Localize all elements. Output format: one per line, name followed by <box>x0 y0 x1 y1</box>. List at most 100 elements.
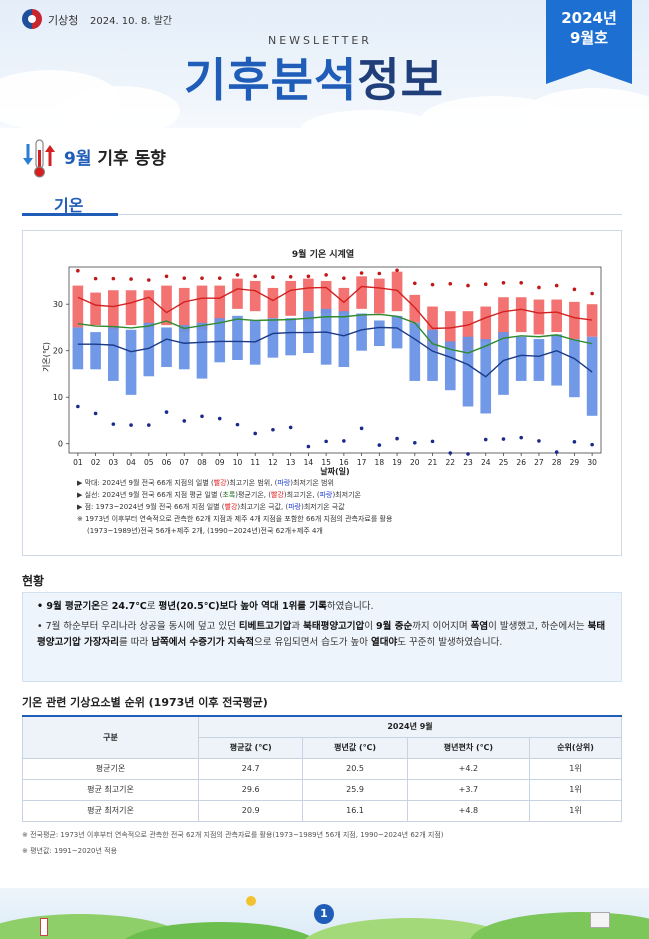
divider <box>22 214 622 215</box>
max-extreme-point <box>554 283 559 288</box>
max-extreme-point <box>253 274 257 279</box>
max-extreme-point <box>76 268 80 273</box>
table-cell: 1위 <box>529 757 622 780</box>
max-range-bar <box>178 287 190 333</box>
x-tick-label: 26 <box>516 458 526 467</box>
min-range-bar <box>161 327 172 367</box>
x-tick-label: 16 <box>339 458 349 467</box>
ribbon-year: 2024년 <box>561 9 617 27</box>
max-range-bar <box>90 292 101 326</box>
column-header: 평균값 (℃) <box>197 736 304 759</box>
x-tick-label: 15 <box>321 458 331 467</box>
x-tick-label: 28 <box>552 458 562 467</box>
max-range-bar <box>569 301 580 340</box>
max-extreme-point <box>182 276 187 280</box>
min-extreme-point <box>483 437 488 442</box>
x-tick-label: 06 <box>162 458 172 467</box>
x-tick-label: 24 <box>481 458 491 467</box>
y-tick-label: 10 <box>53 393 63 402</box>
footnote-1: ※ 전국평균: 1973년 이후부터 연속적으로 관측한 전국 62개 지점의 … <box>22 831 444 839</box>
min-range-bar <box>320 308 332 365</box>
max-extreme-point <box>413 281 417 286</box>
row-label: 평균기온 <box>22 757 199 780</box>
max-extreme-point <box>147 278 151 282</box>
y-tick-label: 0 <box>58 440 63 449</box>
footnote-2: ※ 평년값: 1991~2020년 적용 <box>22 847 118 855</box>
min-extreme-point <box>271 427 275 432</box>
x-tick-label: 19 <box>392 458 402 467</box>
table-cell: 16.1 <box>302 799 408 822</box>
min-range-bar <box>267 318 279 358</box>
min-range-bar <box>569 339 580 398</box>
page-title: 기후분석정보 <box>184 44 444 110</box>
chart-y-label: 기온(℃) <box>42 342 51 372</box>
min-extreme-point <box>93 411 98 416</box>
min-range-bar <box>196 322 208 379</box>
page-number: 1 <box>314 904 334 924</box>
x-tick-label: 17 <box>357 458 367 467</box>
x-tick-label: 07 <box>179 458 189 467</box>
table-cell: 1위 <box>529 799 622 822</box>
column-header: 순위(상위) <box>529 736 622 759</box>
max-range-bar <box>214 285 226 323</box>
chart-panel: 9월 기온 시계열 기온(℃) 날짜(일) 0 10 20 30 01 02 03 04 05 0… <box>22 230 622 556</box>
max-range-bar <box>480 306 492 342</box>
max-range-bar <box>249 280 261 312</box>
max-extreme-point <box>377 271 382 276</box>
max-range-bar <box>72 285 84 328</box>
max-extreme-point <box>466 283 470 288</box>
max-extreme-point <box>306 274 311 279</box>
chart-title: 9월 기온 시계열 <box>292 248 354 260</box>
kma-logo <box>22 9 42 29</box>
max-extreme-point <box>448 281 453 286</box>
section-title-month: 9월 <box>64 149 92 169</box>
max-extreme-point <box>288 274 293 279</box>
min-range-bar <box>143 322 155 377</box>
x-tick-label: 04 <box>126 458 136 467</box>
min-extreme-point <box>377 443 382 447</box>
x-tick-label: 21 <box>428 458 438 467</box>
max-range-bar <box>267 287 279 319</box>
min-extreme-point <box>466 452 470 456</box>
x-tick-label: 13 <box>286 458 296 467</box>
max-extreme-point <box>359 271 364 275</box>
max-extreme-point <box>324 273 328 277</box>
legend-bars: ▶ 막대: 2024년 9월 전국 66개 지점의 일별 (빨강)최고기온 범위… <box>77 479 334 487</box>
max-range-bar <box>515 297 527 333</box>
max-range-bar <box>143 290 155 328</box>
max-range-bar <box>356 276 367 309</box>
series-line <box>77 326 593 378</box>
min-range-bar <box>498 332 509 395</box>
max-range-bar <box>285 280 296 316</box>
min-range-bar <box>391 315 403 349</box>
status-box: • 9월 평균기온은 24.7℃로 평년(20.5℃)보다 높아 역대 1위를 … <box>22 592 622 682</box>
min-range-bar <box>374 320 385 347</box>
min-range-bar <box>108 327 119 381</box>
section-title: 9월 기후 동향 <box>64 144 166 169</box>
min-extreme-point <box>537 439 541 443</box>
min-extreme-point <box>217 416 222 421</box>
min-extreme-point <box>182 419 187 423</box>
max-extreme-point <box>93 276 98 281</box>
min-extreme-point <box>430 439 435 444</box>
max-extreme-point <box>129 277 133 281</box>
table-cell: +4.2 <box>406 757 531 780</box>
min-extreme-point <box>342 439 346 443</box>
min-extreme-point <box>129 423 133 427</box>
legend-lines: ▶ 실선: 2024년 9월 전국 66개 지점 평균 일별 (초록)평균기온,… <box>77 491 361 499</box>
max-range-bar <box>586 304 598 337</box>
status-paragraph-1: • 9월 평균기온은 24.7℃로 평년(20.5℃)보다 높아 역대 1위를 … <box>37 601 374 612</box>
ranking-table: 구분 2024년 9월 평균값 (℃) 평년값 (℃) 평년편차 (℃) 순위(… <box>22 715 622 822</box>
x-tick-label: 05 <box>144 458 154 467</box>
x-tick-label: 30 <box>587 458 597 467</box>
min-range-bar <box>427 329 438 381</box>
min-range-bar <box>586 336 598 416</box>
issue-ribbon: 2024년 9월호 <box>546 0 632 84</box>
min-range-bar <box>285 318 296 356</box>
max-range-bar <box>196 285 208 330</box>
table-cell: 24.7 <box>197 757 304 780</box>
min-range-bar <box>444 341 456 391</box>
ribbon-issue: 9월호 <box>569 29 609 47</box>
max-range-bar <box>551 299 562 333</box>
min-extreme-point <box>324 439 328 444</box>
